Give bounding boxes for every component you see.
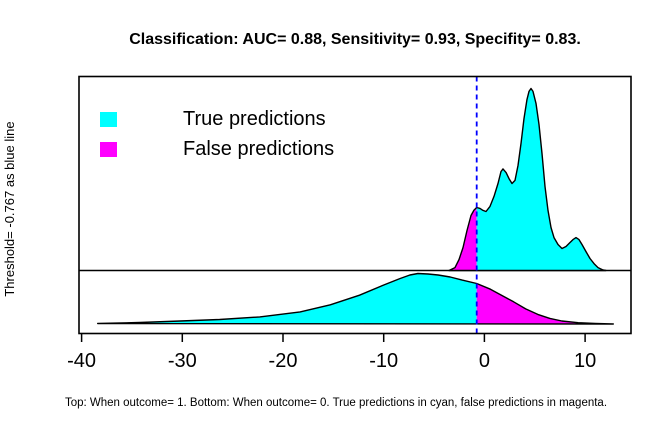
false-predictions-swatch	[100, 142, 117, 157]
x-tick-label: -30	[167, 350, 197, 372]
x-tick-label: -10	[369, 350, 399, 372]
plot-title: Classification: AUC= 0.88, Sensitivity= …	[129, 31, 581, 48]
x-tick-label: 10	[573, 350, 597, 372]
top-density-outline	[448, 87, 607, 272]
x-axis-ticks	[80, 333, 586, 342]
bottom-true-predictions-area	[97, 273, 477, 324]
x-tick-label: -20	[268, 350, 298, 372]
legend-label-true: True predictions	[183, 108, 326, 130]
x-tick-label: 0	[478, 350, 490, 372]
x-tick-label: -40	[67, 350, 97, 372]
legend-item-false: False predictions	[100, 138, 335, 160]
legend-item-true: True predictions	[100, 108, 334, 130]
bottom-density-outline	[97, 272, 614, 325]
bottom-false-predictions-area	[476, 283, 614, 324]
caption: Top: When outcome= 1. Bottom: When outco…	[64, 397, 608, 409]
top-true-predictions-area	[476, 88, 606, 271]
true-predictions-swatch	[100, 112, 117, 127]
top-false-predictions-area	[449, 207, 477, 271]
plot-frame	[78, 75, 632, 335]
legend: True predictions False predictions	[100, 108, 335, 172]
legend-label-false: False predictions	[183, 138, 335, 160]
